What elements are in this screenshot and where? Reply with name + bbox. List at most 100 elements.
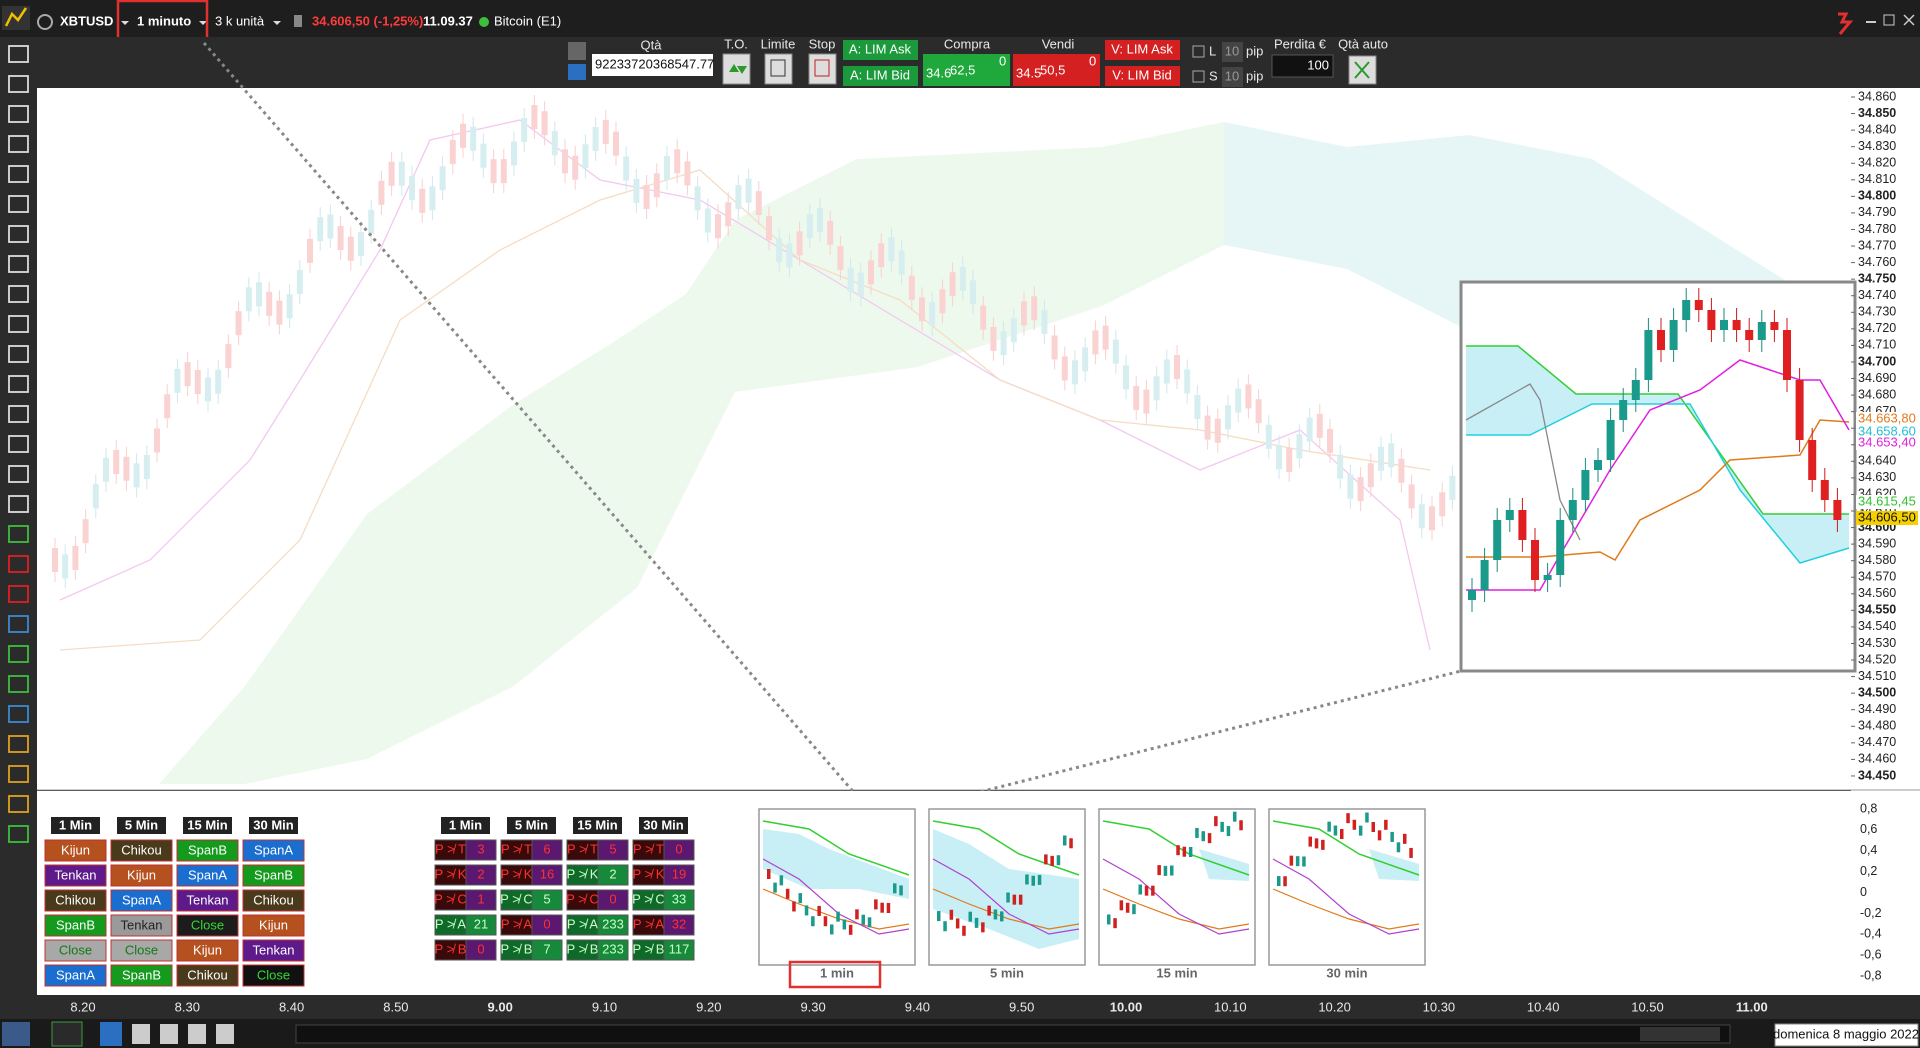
units[interactable]: 3 k unità xyxy=(215,13,265,28)
tool-button[interactable] xyxy=(8,765,29,783)
sell-button[interactable] xyxy=(1013,54,1100,86)
tool-button[interactable] xyxy=(8,105,29,123)
short-checkbox[interactable] xyxy=(1192,70,1205,83)
faint-candle xyxy=(664,156,670,181)
distance-value: 7 xyxy=(543,941,550,956)
close[interactable] xyxy=(1903,14,1915,26)
buy-lim-ask[interactable] xyxy=(843,40,918,60)
tool-button[interactable] xyxy=(8,735,29,753)
inset-candle xyxy=(1568,500,1577,520)
tool-button[interactable] xyxy=(8,165,29,183)
tool-button[interactable] xyxy=(8,555,29,573)
qty-icon[interactable] xyxy=(568,42,586,60)
timeframe-dropdown[interactable] xyxy=(199,21,207,25)
signal-label: Chikou xyxy=(55,892,95,907)
faint-candle xyxy=(796,231,803,256)
sell-lim-bid[interactable] xyxy=(1105,66,1180,86)
minimize[interactable] xyxy=(1866,21,1876,23)
short-pips-input[interactable] xyxy=(1222,67,1243,87)
faint-candle xyxy=(245,287,252,312)
tool-button[interactable] xyxy=(8,375,29,393)
faint-candle xyxy=(1245,384,1252,409)
thumbnail-candle xyxy=(987,905,991,916)
thumbnail-candle xyxy=(1308,836,1312,847)
scroll-thumb[interactable] xyxy=(1640,1027,1720,1041)
faint-candle xyxy=(735,185,742,210)
share-button[interactable] xyxy=(100,1022,122,1046)
buy-lim-bid[interactable] xyxy=(843,66,918,86)
info-icon[interactable] xyxy=(294,15,302,27)
faint-candle xyxy=(337,226,344,251)
tool-button[interactable] xyxy=(8,285,29,303)
price-label: 34.700 xyxy=(1858,354,1896,368)
faint-candle xyxy=(133,463,140,488)
inset-candle xyxy=(1493,520,1502,560)
distance-label: P ≯ K xyxy=(567,866,599,881)
distance-label: P ≯ K xyxy=(435,866,467,881)
header-cell xyxy=(51,817,100,834)
tool-button[interactable] xyxy=(8,795,29,813)
symbol-dropdown[interactable] xyxy=(121,21,129,25)
tool-button[interactable] xyxy=(8,135,29,153)
faint-candle xyxy=(704,208,711,233)
scrollbar[interactable] xyxy=(295,1024,1731,1044)
tool-button[interactable] xyxy=(8,435,29,453)
tool-button[interactable] xyxy=(8,315,29,333)
thumbnail-label: 15 min xyxy=(1156,965,1197,980)
tool-button[interactable] xyxy=(8,645,29,663)
tool-button[interactable] xyxy=(216,1024,234,1044)
tool-button[interactable] xyxy=(8,75,29,93)
signal-cell xyxy=(242,914,305,937)
distance-value-cell xyxy=(597,864,629,886)
indicator-button[interactable] xyxy=(51,1021,83,1047)
chart-type-button[interactable] xyxy=(2,1022,30,1046)
tool-button[interactable] xyxy=(8,525,29,543)
signal-label: SpanA xyxy=(122,892,161,907)
tool-button[interactable] xyxy=(8,255,29,273)
faint-candle xyxy=(1398,458,1405,483)
price-label: 34.450 xyxy=(1858,768,1896,782)
stop-icon xyxy=(814,59,830,77)
faint-candle xyxy=(358,232,364,257)
tool-button[interactable] xyxy=(8,675,29,693)
sell-price-main: 50,5 xyxy=(1040,62,1065,77)
thumbnail-candle xyxy=(1277,876,1281,887)
tool-button[interactable] xyxy=(8,345,29,363)
tool-button[interactable] xyxy=(8,825,29,843)
sync-icon[interactable] xyxy=(1838,12,1854,35)
tool-button[interactable] xyxy=(8,495,29,513)
price-label: 34.640 xyxy=(1858,454,1896,468)
qty-grid-icon[interactable] xyxy=(568,64,586,80)
faint-candle xyxy=(684,161,691,186)
tool-button[interactable] xyxy=(188,1024,206,1044)
symbol[interactable]: XBTUSD xyxy=(60,13,113,28)
limit-button[interactable] xyxy=(764,53,793,85)
tool-button[interactable] xyxy=(8,615,29,633)
faint-candle xyxy=(92,484,99,509)
tool-button[interactable] xyxy=(132,1024,150,1044)
timeframe[interactable]: 1 minuto xyxy=(137,13,191,28)
inset-candle xyxy=(1505,510,1514,520)
thumbnail[interactable] xyxy=(1268,808,1426,966)
loss-input[interactable] xyxy=(1271,54,1334,78)
thumbnail[interactable] xyxy=(1098,808,1256,966)
price-tag-bg xyxy=(1856,495,1918,509)
tool-button[interactable] xyxy=(8,225,29,243)
sell-lim-ask[interactable] xyxy=(1105,40,1180,60)
tool-button[interactable] xyxy=(8,45,29,63)
maximize[interactable] xyxy=(1883,14,1895,26)
long-pips-input[interactable] xyxy=(1222,42,1243,62)
tool-button[interactable] xyxy=(8,465,29,483)
tool-button[interactable] xyxy=(8,405,29,423)
thumbnail-candle xyxy=(1069,838,1073,849)
tool-button[interactable] xyxy=(8,585,29,603)
tool-button[interactable] xyxy=(8,195,29,213)
long-checkbox[interactable] xyxy=(1192,45,1205,58)
tool-button[interactable] xyxy=(160,1024,178,1044)
date-box xyxy=(1774,1023,1919,1047)
tool-button[interactable] xyxy=(8,705,29,723)
units-dropdown[interactable] xyxy=(273,21,281,25)
stop-button[interactable] xyxy=(808,53,837,85)
qty-input[interactable] xyxy=(592,54,713,76)
buy-button[interactable] xyxy=(923,54,1010,86)
